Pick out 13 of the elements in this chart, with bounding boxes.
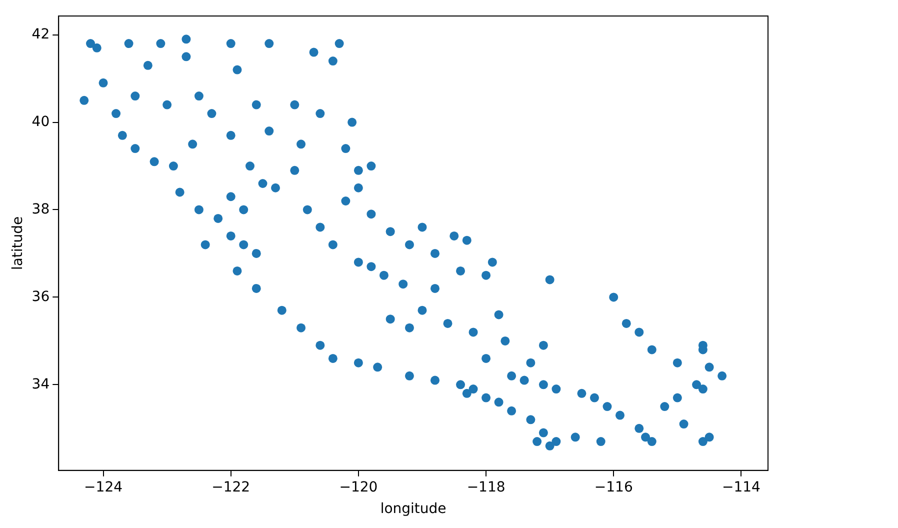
x-tick-label: −114 — [722, 479, 761, 496]
x-tick-label: −118 — [466, 479, 506, 496]
y-tick-label: 34 — [32, 376, 50, 392]
x-tick-label: −116 — [594, 479, 633, 496]
y-tick-label: 36 — [32, 288, 50, 305]
y-tick-label: 40 — [32, 114, 50, 130]
x-axis-title: longitude — [380, 501, 446, 518]
x-tick-label: −120 — [339, 479, 378, 496]
x-tick-label: −124 — [84, 479, 123, 496]
y-tick-label: 38 — [32, 201, 50, 218]
y-axis-title: latitude — [10, 216, 26, 270]
x-tick-label: −122 — [212, 479, 250, 496]
y-tick-label: 42 — [32, 26, 50, 42]
